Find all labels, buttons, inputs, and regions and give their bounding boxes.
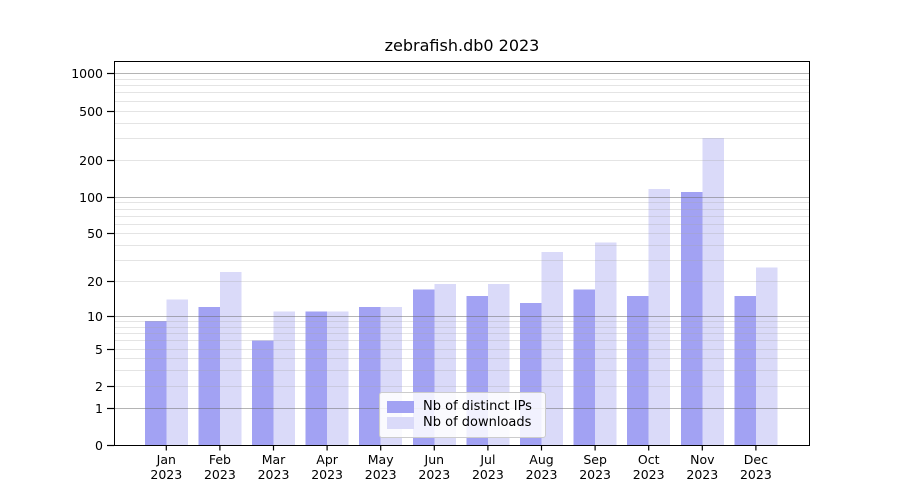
x-tick-year-aug: 2023 <box>526 467 558 482</box>
x-tick-year-dec: 2023 <box>740 467 772 482</box>
legend-label-downloads: Nb of downloads <box>423 415 532 430</box>
x-tick-year-feb: 2023 <box>204 467 236 482</box>
bar-ips-nov <box>680 192 703 445</box>
bar-ips-apr <box>305 311 328 445</box>
x-tick-label-jan: Jan <box>156 452 176 467</box>
y-tick-label-10: 10 <box>87 309 103 324</box>
x-tick-year-mar: 2023 <box>258 467 290 482</box>
y-tick-label-50: 50 <box>87 226 103 241</box>
legend-swatch-distinct-ips <box>387 401 414 413</box>
y-tick-label-100: 100 <box>79 190 103 205</box>
axes-frame <box>114 61 810 446</box>
bar-downloads-sep <box>595 242 617 445</box>
bar-downloads-dec <box>755 267 778 445</box>
legend-item-distinct-ips: Nb of distinct IPs <box>387 399 537 415</box>
x-tick-label-feb: Feb <box>209 452 231 467</box>
bar-downloads-aug <box>541 252 563 445</box>
x-tick-year-nov: 2023 <box>686 467 718 482</box>
x-tick-label-nov: Nov <box>690 452 715 467</box>
x-tick-label-jun: Jun <box>424 452 445 467</box>
bar-ips-jan <box>144 321 167 445</box>
bar-downloads-feb <box>219 271 242 445</box>
bar-ips-dec <box>734 295 756 445</box>
x-tick-year-jan: 2023 <box>150 467 182 482</box>
x-tick-year-jul: 2023 <box>472 467 504 482</box>
x-tick-label-oct: Oct <box>638 452 660 467</box>
x-tick-label-apr: Apr <box>316 452 338 467</box>
y-tick-label-500: 500 <box>79 104 103 119</box>
bar-ips-mar <box>252 340 274 445</box>
bar-ips-sep <box>573 289 596 445</box>
bar-downloads-apr <box>327 311 349 445</box>
y-tick-label-1: 1 <box>95 401 103 416</box>
chart-title: zebrafish.db0 2023 <box>384 36 540 55</box>
y-tick-label-20: 20 <box>87 274 103 289</box>
x-tick-label-aug: Aug <box>529 452 553 467</box>
x-tick-year-oct: 2023 <box>633 467 665 482</box>
x-tick-year-apr: 2023 <box>311 467 343 482</box>
legend-item-downloads: Nb of downloads <box>387 415 537 431</box>
x-tick-label-may: May <box>368 452 394 467</box>
y-tick-label-5: 5 <box>95 342 103 357</box>
bar-downloads-nov <box>702 138 724 445</box>
x-tick-year-jun: 2023 <box>418 467 450 482</box>
x-tick-label-mar: Mar <box>262 452 286 467</box>
y-tick-label-1000: 1000 <box>71 66 103 81</box>
y-tick-label-200: 200 <box>79 153 103 168</box>
x-tick-year-sep: 2023 <box>579 467 611 482</box>
y-tick-label-2: 2 <box>95 379 103 394</box>
x-tick-label-sep: Sep <box>583 452 607 467</box>
y-tick-label-0: 0 <box>95 438 103 453</box>
legend-swatch-downloads <box>387 417 414 429</box>
bar-ips-oct <box>627 295 649 445</box>
legend-label-distinct-ips: Nb of distinct IPs <box>423 399 532 414</box>
x-tick-year-may: 2023 <box>365 467 397 482</box>
bar-ips-may <box>359 307 381 445</box>
x-tick-label-dec: Dec <box>744 452 768 467</box>
bar-downloads-mar <box>273 311 295 445</box>
legend-box: Nb of distinct IPs Nb of downloads <box>379 392 546 438</box>
bar-ips-feb <box>198 307 220 445</box>
x-tick-label-jul: Jul <box>479 452 495 467</box>
